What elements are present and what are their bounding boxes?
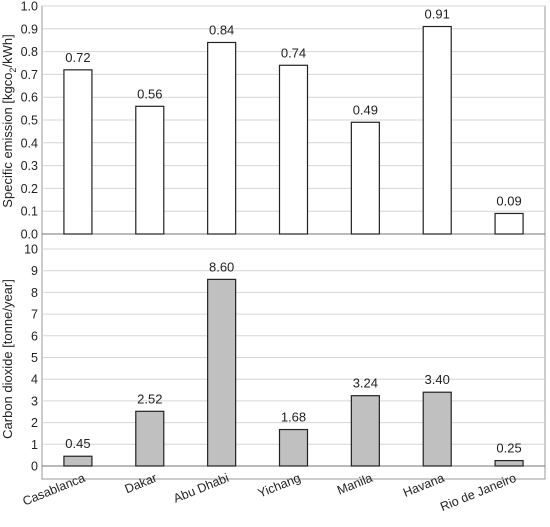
data-label: 0.91 bbox=[425, 7, 450, 22]
top-y-tick-labels: 0.0 0.1 0.2 0.3 0.4 0.5 0.6 0.7 0.8 0.9 1.0 bbox=[21, 0, 38, 242]
y-tick-label: 1.0 bbox=[21, 0, 38, 14]
data-label: 0.09 bbox=[496, 193, 521, 208]
y-tick-label: 8 bbox=[31, 286, 38, 300]
y-tick-label: 0.3 bbox=[21, 159, 38, 173]
bottom-bars bbox=[63, 278, 524, 467]
data-label: 8.60 bbox=[209, 259, 234, 274]
bar bbox=[494, 459, 524, 467]
y-tick-label: 4 bbox=[31, 373, 38, 387]
y-tick-label: 0.2 bbox=[21, 182, 38, 196]
bar bbox=[63, 69, 93, 235]
y-tick-label: 3 bbox=[31, 394, 38, 408]
data-label: 0.49 bbox=[353, 102, 378, 117]
bottom-y-tick-labels: 0 1 2 3 4 5 6 7 8 9 10 bbox=[24, 243, 38, 474]
top-gridlines bbox=[42, 5, 545, 235]
data-label: 2.52 bbox=[137, 391, 162, 406]
data-label: 0.84 bbox=[209, 22, 234, 37]
bar bbox=[135, 410, 165, 467]
data-label: 0.56 bbox=[137, 86, 162, 101]
y-tick-label: 0.0 bbox=[21, 228, 38, 242]
y-tick-label: 0.9 bbox=[21, 22, 38, 36]
bar bbox=[350, 121, 380, 235]
top-y-axis-label: Specific emission [kgco2/kWh] bbox=[0, 34, 18, 207]
bottom-data-labels: 0.45 2.52 8.60 1.68 3.24 3.40 0.25 bbox=[65, 259, 521, 455]
y-tick-label: 10 bbox=[24, 243, 38, 257]
bottom-gridlines bbox=[42, 248, 545, 467]
y-tick-label: 2 bbox=[31, 416, 38, 430]
y-tick-label: 5 bbox=[31, 351, 38, 365]
bar bbox=[135, 105, 165, 235]
y-tick-label: 0.7 bbox=[21, 68, 38, 82]
data-label: 1.68 bbox=[281, 410, 306, 425]
bar bbox=[207, 41, 237, 235]
data-label: 0.72 bbox=[65, 50, 90, 65]
y-tick-label: 1 bbox=[31, 438, 38, 452]
data-label: 0.25 bbox=[496, 441, 521, 456]
top-bars bbox=[63, 25, 524, 235]
bar bbox=[278, 428, 309, 467]
data-label: 3.24 bbox=[353, 376, 378, 391]
bar bbox=[63, 455, 93, 467]
y-tick-label: 9 bbox=[31, 264, 38, 278]
top-panel: 0.00.10.20.30.40.50.60.70.80.91.0 0.720.… bbox=[0, 0, 546, 250]
y-tick-label: 7 bbox=[31, 308, 38, 322]
bar bbox=[278, 64, 309, 235]
data-label: 0.74 bbox=[281, 45, 306, 60]
bar bbox=[422, 391, 452, 467]
data-label: 0.45 bbox=[65, 436, 90, 451]
y-tick-label: 0 bbox=[31, 460, 38, 474]
bar bbox=[350, 395, 380, 467]
y-tick-label: 0.4 bbox=[21, 136, 38, 150]
bar bbox=[207, 278, 237, 467]
top-data-labels: 0.72 0.56 0.84 0.74 0.49 0.91 0.09 bbox=[65, 7, 521, 209]
y-tick-label: 0.5 bbox=[21, 114, 38, 128]
bar bbox=[494, 212, 524, 235]
y-tick-label: 0.1 bbox=[21, 205, 38, 219]
bottom-panel: 0 1 2 3 4 5 6 7 8 9 10 0.45 2.52 8.60 1.68 3.24 3.40 0.2… bbox=[0, 243, 546, 480]
y-tick-label: 0.6 bbox=[21, 91, 38, 105]
y-tick-label: 6 bbox=[31, 329, 38, 343]
data-label: 3.40 bbox=[425, 372, 450, 387]
y-tick-label: 0.8 bbox=[21, 45, 38, 59]
bar bbox=[422, 25, 452, 235]
bottom-y-axis-label: Carbon dioxide [tonne/year] bbox=[0, 279, 15, 439]
